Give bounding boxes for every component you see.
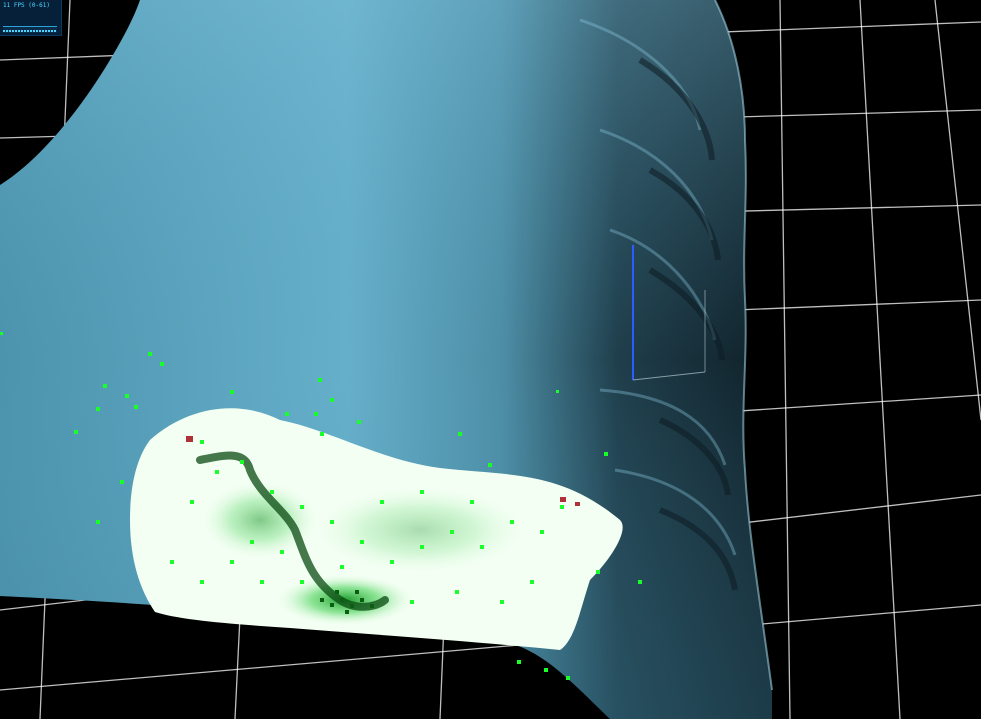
fps-graph-line <box>3 30 57 32</box>
fps-stats-panel[interactable]: 11 FPS (0-61) <box>0 0 62 36</box>
fps-graph <box>3 26 57 33</box>
axis-gizmo <box>632 245 706 381</box>
foam-particles <box>0 332 642 680</box>
fps-readout: 11 FPS (0-61) <box>3 2 50 9</box>
